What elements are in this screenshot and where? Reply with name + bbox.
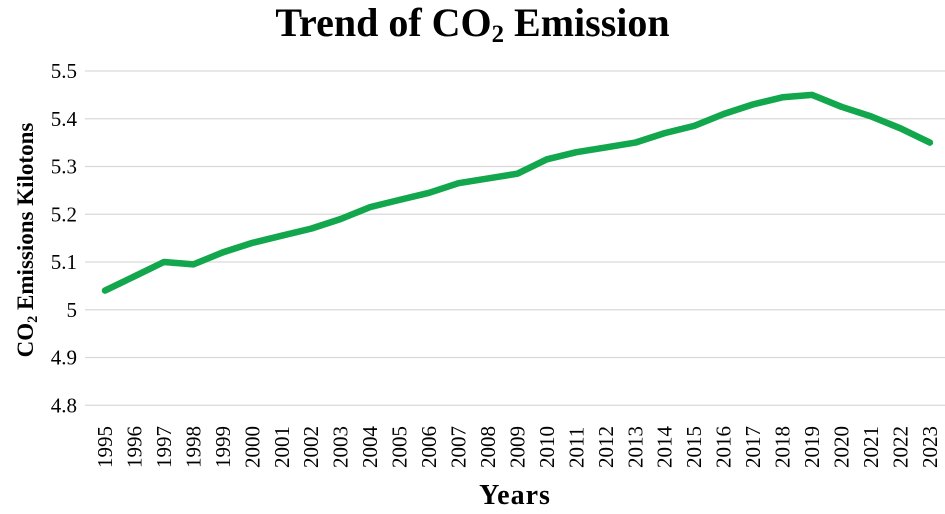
x-tick-label: 2015 [682, 426, 706, 468]
y-tick-label: 4.8 [51, 393, 77, 417]
y-tick-label: 4.9 [51, 346, 77, 370]
x-tick-label: 2012 [594, 426, 618, 468]
x-tick-label: 2021 [859, 426, 883, 468]
x-tick-label: 2003 [329, 426, 353, 468]
x-tick-label: 1997 [152, 426, 176, 468]
x-tick-label: 2006 [417, 426, 441, 468]
x-tick-label: 2023 [918, 426, 942, 468]
y-tick-label: 5.5 [51, 59, 77, 83]
x-tick-label: 2005 [388, 426, 412, 468]
x-tick-label: 2002 [299, 426, 323, 468]
x-tick-label: 2009 [505, 426, 529, 468]
co2-trend-line [101, 91, 934, 294]
y-tick-label: 5.3 [51, 155, 77, 179]
x-tick-label: 2000 [240, 426, 264, 468]
x-tick-label: 2016 [712, 426, 736, 468]
x-axis-title: Years [479, 480, 551, 511]
y-tick-label: 5.2 [51, 202, 77, 226]
chart-title-suffix: Emission [504, 0, 670, 45]
x-tick-label: 2018 [771, 426, 795, 468]
x-tick-label: 2008 [476, 426, 500, 468]
x-tick-label: 1996 [122, 426, 146, 468]
x-tick-label: 2020 [830, 426, 854, 468]
x-tick-label: 1995 [93, 426, 117, 468]
x-tick-label: 2017 [741, 426, 765, 468]
x-tick-label: 2004 [358, 426, 382, 469]
y-tick-label: 5.1 [51, 250, 77, 274]
x-tick-label: 1998 [181, 426, 205, 468]
x-tick-label: 2019 [800, 426, 824, 468]
chart-title: Trend of CO2 Emission [0, 0, 945, 52]
x-tick-label: 1999 [211, 426, 235, 468]
y-tick-label: 5 [67, 298, 78, 322]
chart-title-prefix: Trend of CO [275, 0, 492, 45]
x-tick-label: 2007 [447, 426, 471, 468]
x-tick-label: 2022 [888, 426, 912, 468]
x-tick-label: 2001 [270, 426, 294, 468]
y-tick-label: 5.4 [51, 107, 78, 131]
x-tick-label: 2014 [653, 426, 677, 469]
chart-title-subscript: 2 [491, 21, 505, 49]
x-tick-label: 2010 [535, 426, 559, 468]
x-tick-label: 2013 [623, 426, 647, 468]
x-tick-label: 2011 [564, 427, 588, 468]
